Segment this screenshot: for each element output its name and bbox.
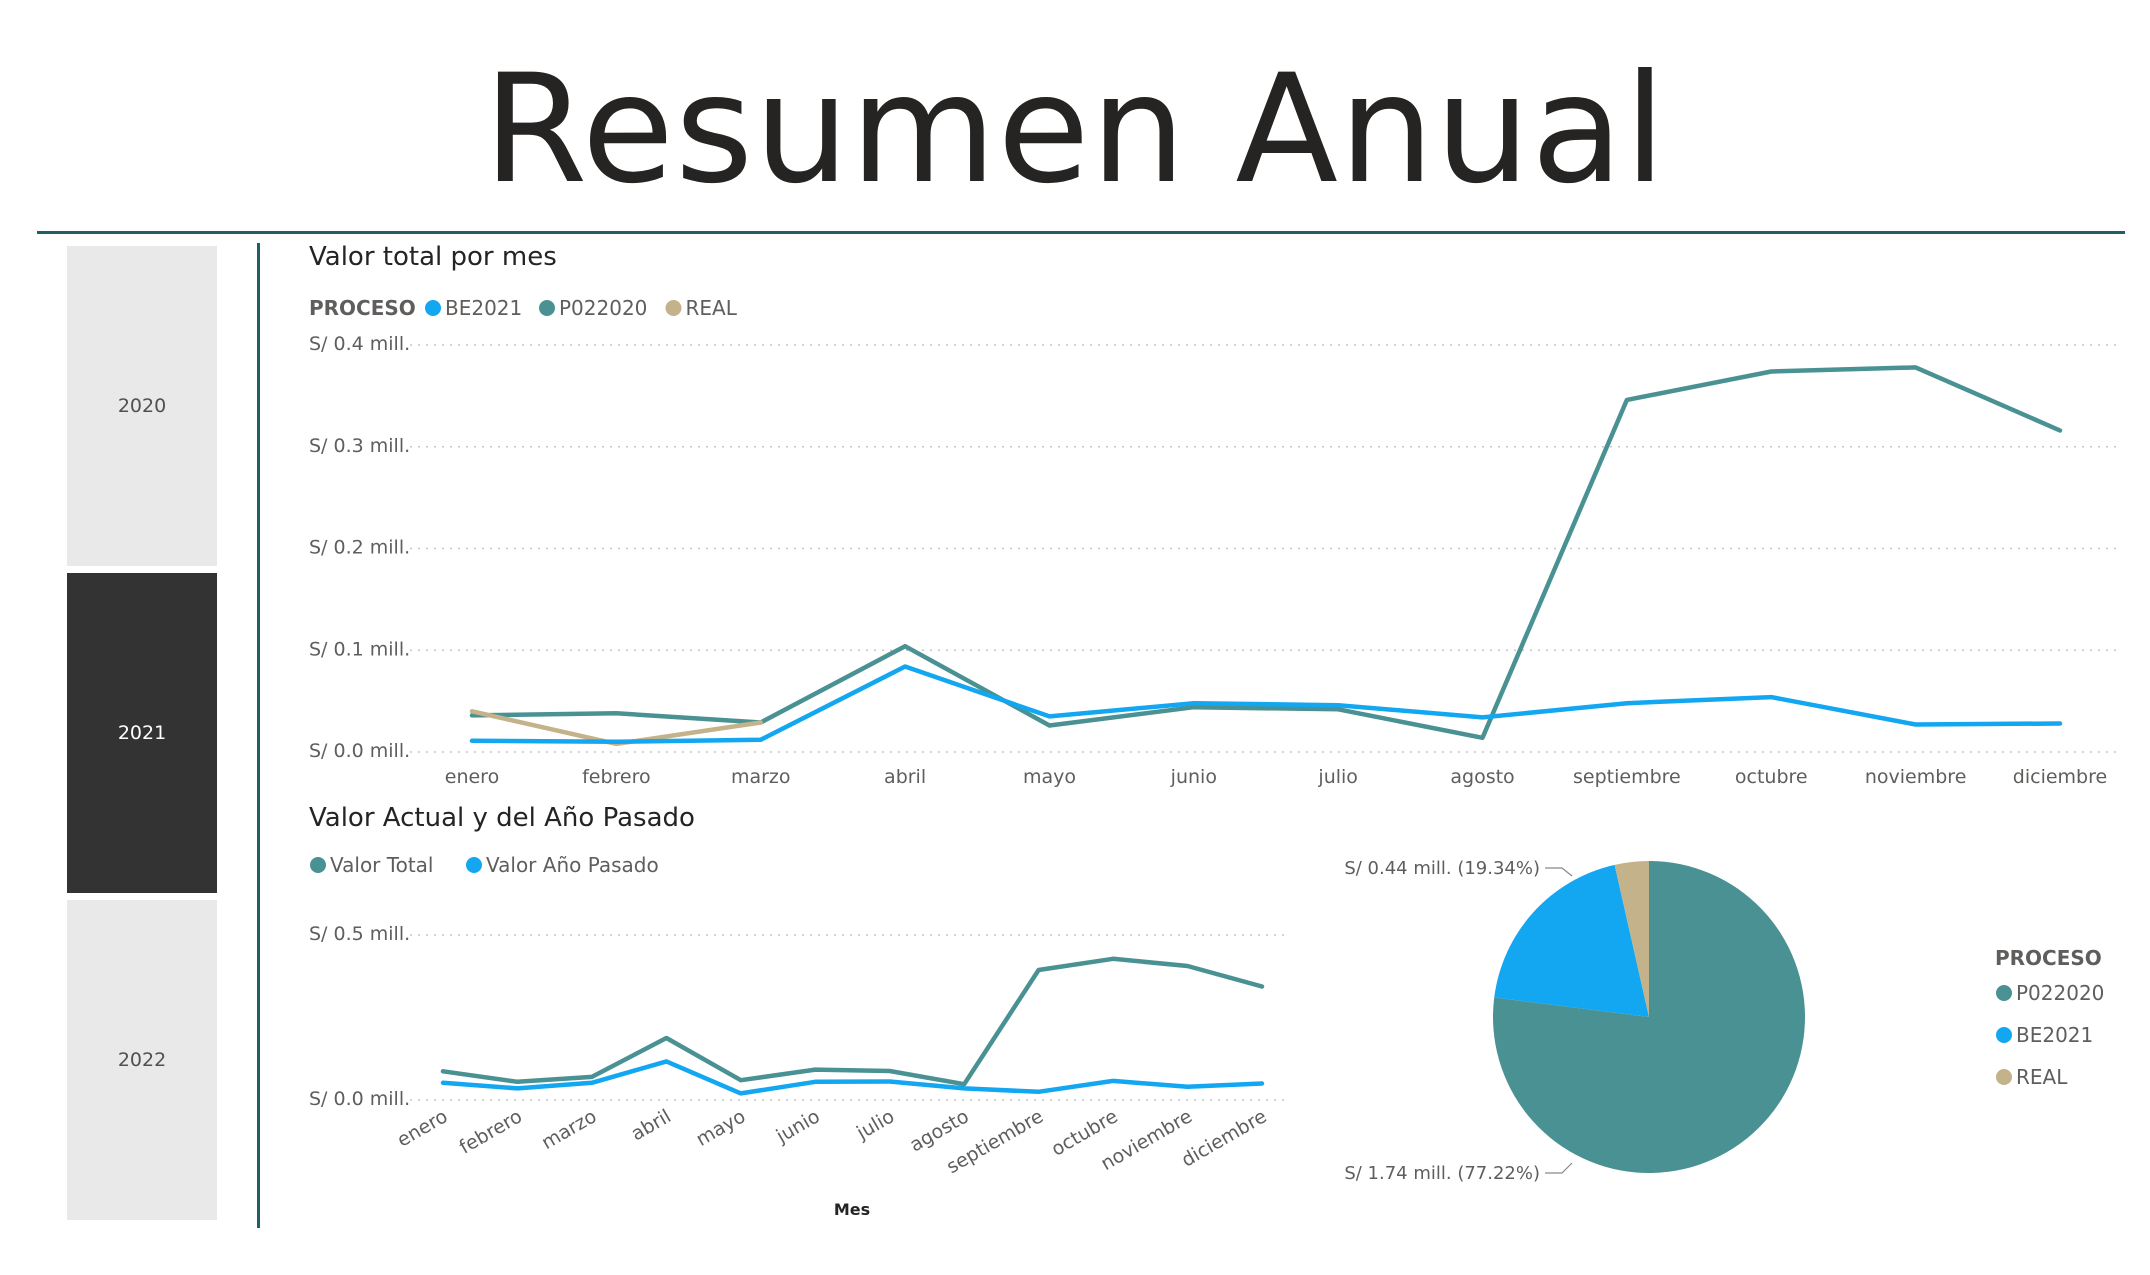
- x-tick-label: diciembre: [1178, 1105, 1271, 1171]
- pie-legend-marker-be2021: [1996, 1027, 2012, 1043]
- slicer-item-2021[interactable]: 2021: [67, 573, 217, 893]
- x-tick-label: marzo: [538, 1105, 601, 1154]
- x-tick-label: julio: [852, 1105, 898, 1144]
- series-line-p022020: [469, 365, 2063, 741]
- x-tick-label: agosto: [1450, 766, 1514, 788]
- pie-legend-marker-real: [1996, 1069, 2012, 1085]
- legend-marker-valor-total: [310, 857, 326, 873]
- x-tick-label: febrero: [582, 766, 651, 788]
- legend-label-valor-total: Valor Total: [330, 853, 433, 877]
- page-title: Resumen Anual: [483, 43, 1667, 217]
- monthly-value-chart: PROCESO BE2021 P022020 REAL S/ 0.0 mill. S/ 0…: [309, 296, 2120, 788]
- legend-title: PROCESO: [309, 296, 416, 320]
- legend-label-be2021: BE2021: [445, 296, 522, 320]
- legend-marker-p022020: [539, 300, 555, 316]
- x-tick-label: junio: [772, 1105, 824, 1148]
- pie-legend-title: PROCESO: [1995, 946, 2102, 970]
- y-tick-label: S/ 0.5 mill.: [309, 923, 410, 945]
- x-tick-label: junio: [1170, 766, 1217, 788]
- chart2-title: Valor Actual y del Año Pasado: [309, 803, 695, 833]
- pie-leader-line: [1545, 1162, 1573, 1174]
- x-tick-label: noviembre: [1865, 766, 1967, 788]
- legend-label-valor-ano-pasado: Valor Año Pasado: [486, 853, 659, 877]
- pie-legend-label-real: REAL: [2016, 1065, 2068, 1089]
- chart1-title: Valor total por mes: [309, 242, 557, 272]
- x-tick-label: febrero: [456, 1105, 526, 1158]
- x-tick-label: abril: [627, 1105, 674, 1145]
- y-tick-label: S/ 0.0 mill.: [309, 740, 410, 762]
- x-tick-label: enero: [393, 1105, 451, 1151]
- x-axis-title: Mes: [834, 1200, 870, 1219]
- x-tick-label: septiembre: [1573, 766, 1681, 788]
- x-tick-label: diciembre: [2013, 766, 2107, 788]
- series-line-valor-total: [440, 956, 1265, 1087]
- content-divider: [257, 243, 260, 1228]
- pie-slice-p022020: [1493, 861, 1806, 1173]
- pie-label-be2021: S/ 0.44 mill. (19.34%): [1344, 858, 1540, 879]
- x-tick-label: marzo: [731, 766, 791, 788]
- pie-legend-marker-p022020: [1996, 985, 2012, 1001]
- y-tick-label: S/ 0.3 mill.: [309, 435, 410, 457]
- x-tick-label: abril: [884, 766, 926, 788]
- pie-slice-real: [1614, 861, 1649, 1017]
- x-tick-label: enero: [445, 766, 499, 788]
- y-tick-label: S/ 0.1 mill.: [309, 638, 410, 660]
- legend-marker-valor-ano-pasado: [466, 857, 482, 873]
- process-share-pie-chart: S/ 0.44 mill. (19.34%) S/ 1.74 mill. (77.…: [1344, 858, 2104, 1184]
- x-tick-label: julio: [1317, 766, 1358, 788]
- pie-leader-line: [1545, 867, 1573, 877]
- series-line-valor-ano-pasado: [440, 1059, 1265, 1096]
- legend-label-real: REAL: [686, 296, 738, 320]
- x-tick-label: octubre: [1735, 766, 1808, 788]
- y-tick-label: S/ 0.0 mill.: [309, 1088, 410, 1110]
- pie-label-p022020: S/ 1.74 mill. (77.22%): [1344, 1163, 1540, 1184]
- x-tick-label: mayo: [1023, 766, 1076, 788]
- legend-marker-be2021: [425, 300, 441, 316]
- pie-slice-be2021: [1494, 864, 1649, 1017]
- year-slicer: 2020 2021 2022: [67, 246, 217, 1220]
- legend-label-p022020: P022020: [559, 296, 647, 320]
- legend-marker-real: [665, 300, 682, 316]
- current-vs-last-year-chart: Valor Total Valor Año Pasado S/ 0.0 mill. S…: [309, 853, 1290, 1219]
- slicer-item-2020[interactable]: 2020: [67, 246, 217, 566]
- pie-legend-label-p022020: P022020: [2016, 981, 2104, 1005]
- pie-legend-label-be2021: BE2021: [2016, 1023, 2093, 1047]
- slicer-item-2022[interactable]: 2022: [67, 900, 217, 1220]
- y-tick-label: S/ 0.2 mill.: [309, 537, 410, 559]
- x-tick-label: mayo: [692, 1105, 749, 1151]
- series-line-be2021: [469, 664, 2063, 745]
- header-divider: [37, 231, 2125, 234]
- y-tick-label: S/ 0.4 mill.: [309, 333, 410, 355]
